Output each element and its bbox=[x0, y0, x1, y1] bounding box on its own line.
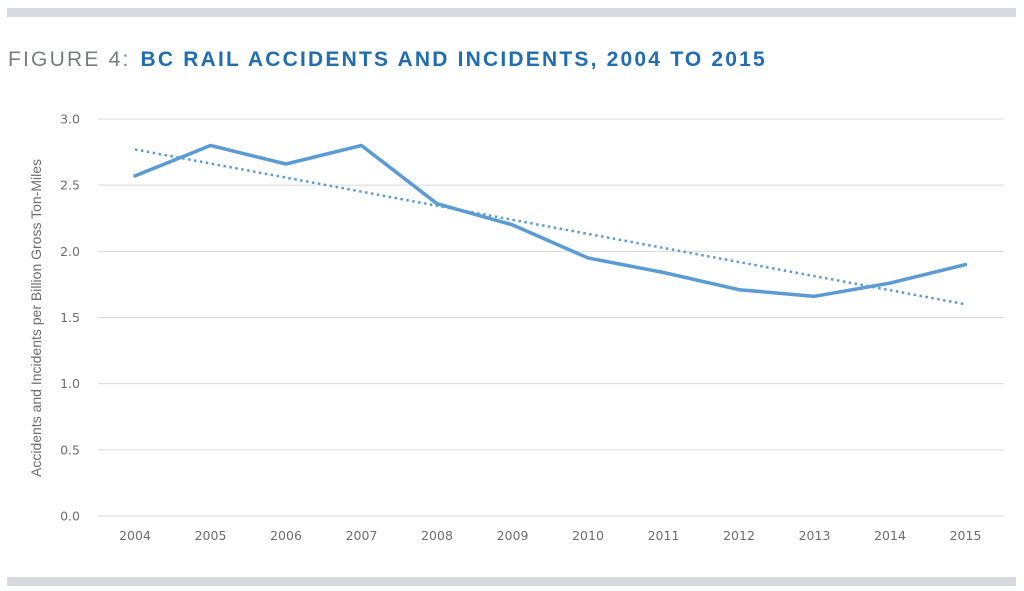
figure-title-text: BC RAIL ACCIDENTS AND INCIDENTS, 2004 TO… bbox=[140, 48, 767, 71]
x-tick-label: 2014 bbox=[874, 528, 906, 543]
series-line-group bbox=[133, 143, 968, 299]
x-tick-label: 2007 bbox=[346, 528, 378, 543]
x-tick-label: 2004 bbox=[119, 528, 151, 543]
top-border-band bbox=[7, 8, 1016, 17]
bottom-border-band bbox=[7, 577, 1016, 586]
y-tick-label: 1.0 bbox=[60, 376, 80, 391]
x-tick-label: 2015 bbox=[950, 528, 982, 543]
x-tick-label: 2009 bbox=[497, 528, 529, 543]
series-line bbox=[133, 143, 968, 299]
x-axis-ticks: 2004 2005 2006 2007 2008 2009 2010 2011 2012 2013… bbox=[119, 528, 981, 543]
x-tick-label: 2013 bbox=[799, 528, 831, 543]
x-tick-label: 2008 bbox=[421, 528, 453, 543]
data-point bbox=[813, 294, 816, 298]
x-tick-label: 2012 bbox=[723, 528, 755, 543]
x-tick-label: 2005 bbox=[195, 528, 227, 543]
data-point bbox=[737, 288, 741, 292]
y-tick-label: 2.0 bbox=[60, 244, 80, 259]
trend-line-group bbox=[134, 148, 966, 306]
y-tick-label: 3.0 bbox=[60, 112, 80, 127]
data-point bbox=[435, 202, 439, 206]
data-point bbox=[964, 263, 967, 267]
data-point bbox=[360, 143, 363, 147]
figure-number: FIGURE 4: bbox=[8, 48, 131, 71]
y-axis-label: Accidents and Incidents per Billion Gros… bbox=[28, 159, 44, 477]
data-point bbox=[284, 162, 288, 166]
y-axis-ticks: 0.0 0.5 1.0 1.5 2.0 2.5 3.0 bbox=[60, 112, 80, 524]
figure-title: FIGURE 4: BC RAIL ACCIDENTS AND INCIDENTS… bbox=[8, 48, 767, 72]
x-tick-label: 2006 bbox=[270, 528, 302, 543]
data-point bbox=[511, 223, 514, 227]
y-tick-label: 0.5 bbox=[60, 442, 80, 457]
x-tick-label: 2010 bbox=[572, 528, 604, 543]
data-point bbox=[133, 174, 137, 178]
data-point bbox=[209, 143, 212, 147]
gridlines bbox=[98, 118, 1004, 517]
data-point bbox=[888, 281, 892, 285]
data-point bbox=[586, 256, 590, 260]
y-tick-label: 0.0 bbox=[60, 509, 80, 524]
y-tick-label: 1.5 bbox=[60, 310, 80, 325]
x-tick-label: 2011 bbox=[648, 528, 680, 543]
y-tick-label: 2.5 bbox=[60, 178, 80, 193]
data-point bbox=[662, 271, 665, 275]
trend-line bbox=[134, 148, 966, 306]
